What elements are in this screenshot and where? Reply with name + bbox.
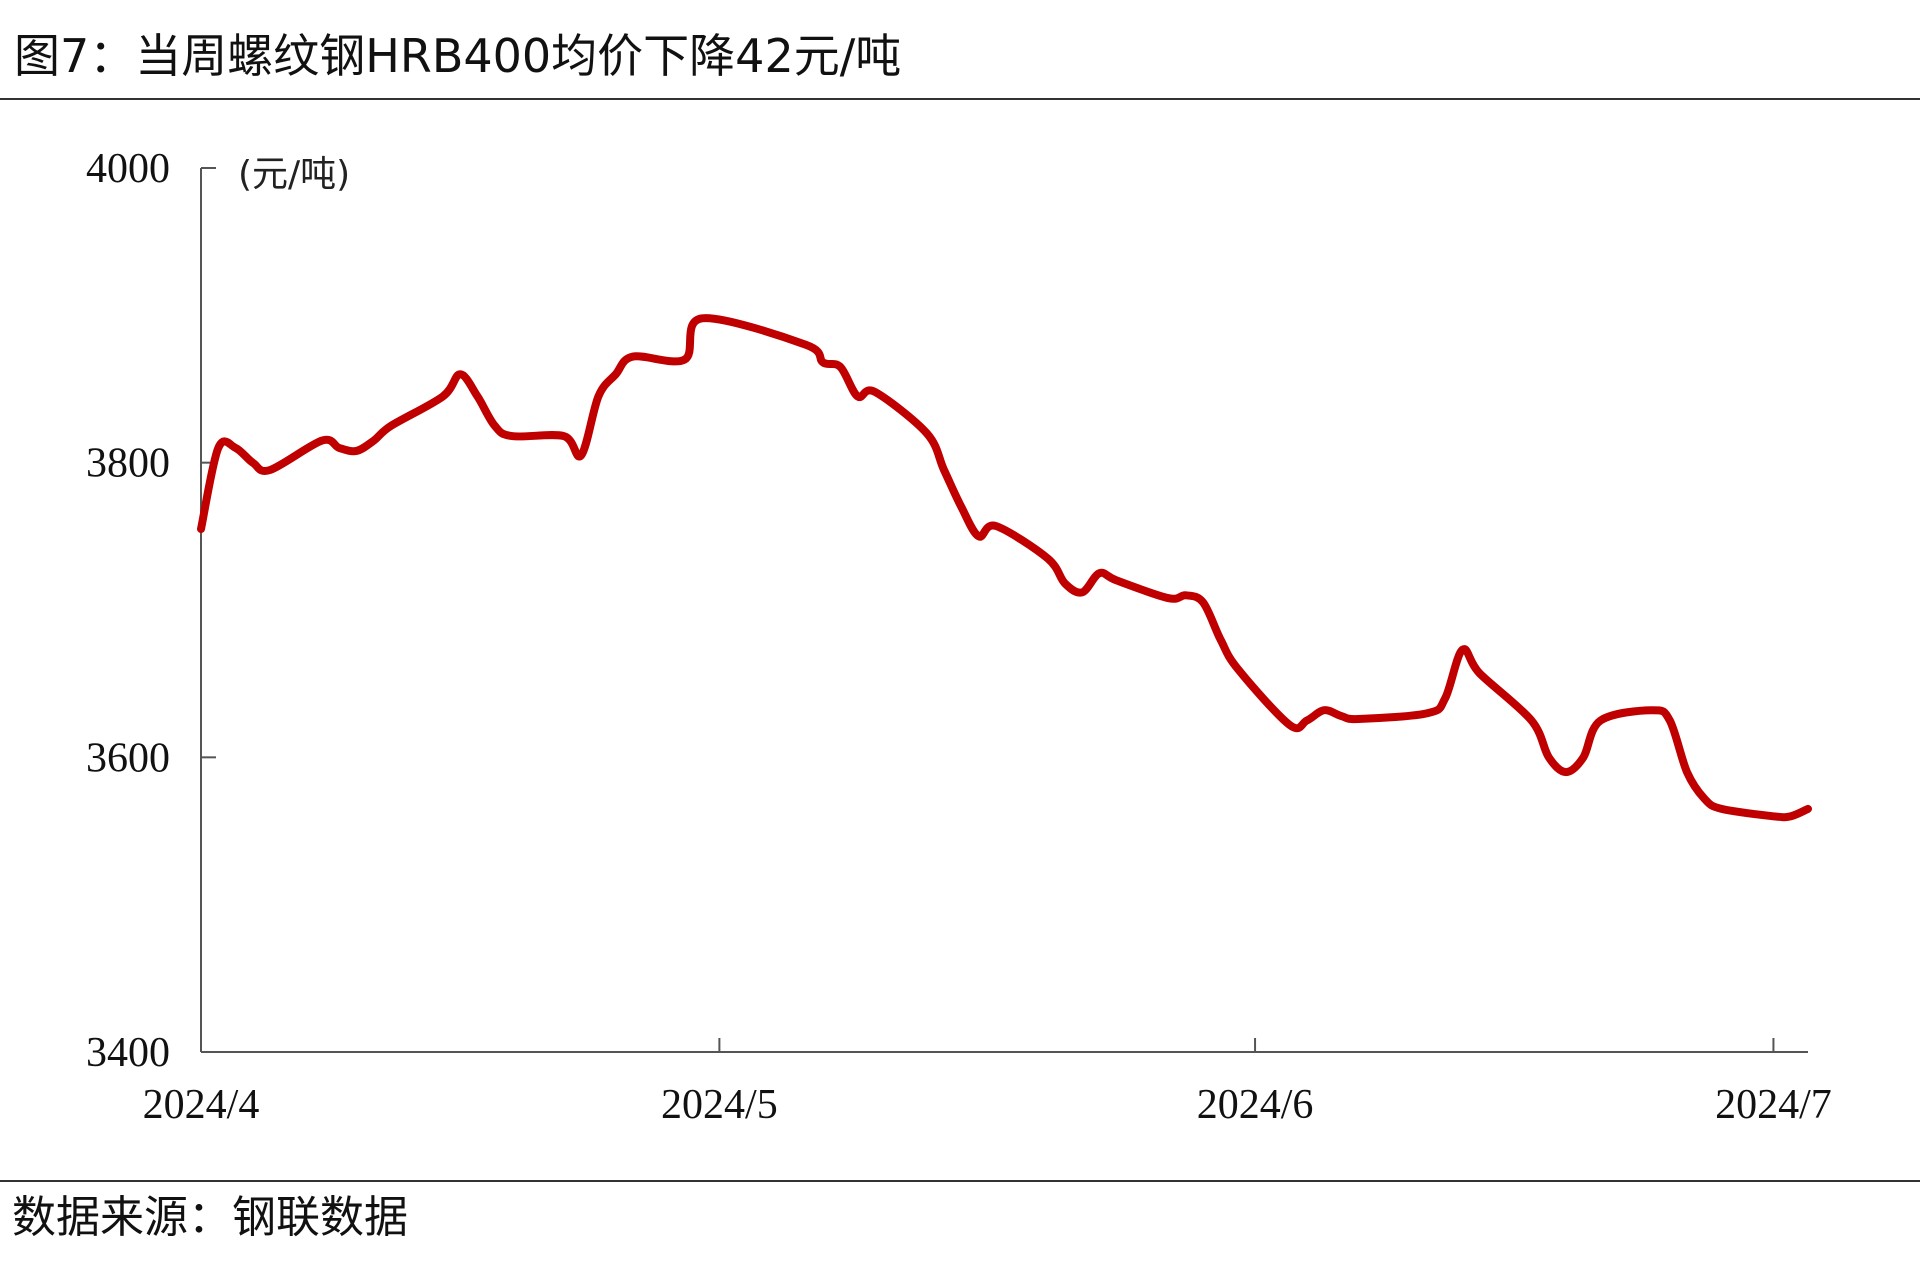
y-tick-label: 3400 (86, 1030, 170, 1076)
x-axis: 2024/4 2024/5 2024/6 2024/7 (143, 1038, 1832, 1128)
x-ticks: 2024/4 2024/5 2024/6 2024/7 (143, 1038, 1832, 1128)
y-tick-label: 3800 (86, 441, 170, 487)
x-tick-label: 2024/6 (1197, 1082, 1314, 1128)
x-tick-label: 2024/4 (143, 1082, 260, 1128)
y-axis-unit-label: (元/吨) (238, 154, 350, 195)
title-divider (0, 98, 1920, 100)
source-divider (0, 1180, 1920, 1182)
y-axis: 3400 3600 3800 4000 (86, 146, 216, 1076)
y-ticks: 3400 3600 3800 4000 (86, 146, 216, 1076)
x-tick-label: 2024/7 (1715, 1082, 1832, 1128)
figure-title: 图7：当周螺纹钢HRB400均价下降42元/吨 (14, 29, 902, 83)
y-tick-label: 4000 (86, 146, 170, 192)
x-tick-label: 2024/5 (661, 1082, 778, 1128)
y-tick-label: 3600 (86, 735, 170, 781)
series-line-hrb400-price (197, 314, 1812, 822)
source-note: 数据来源：钢联数据 (12, 1192, 408, 1243)
